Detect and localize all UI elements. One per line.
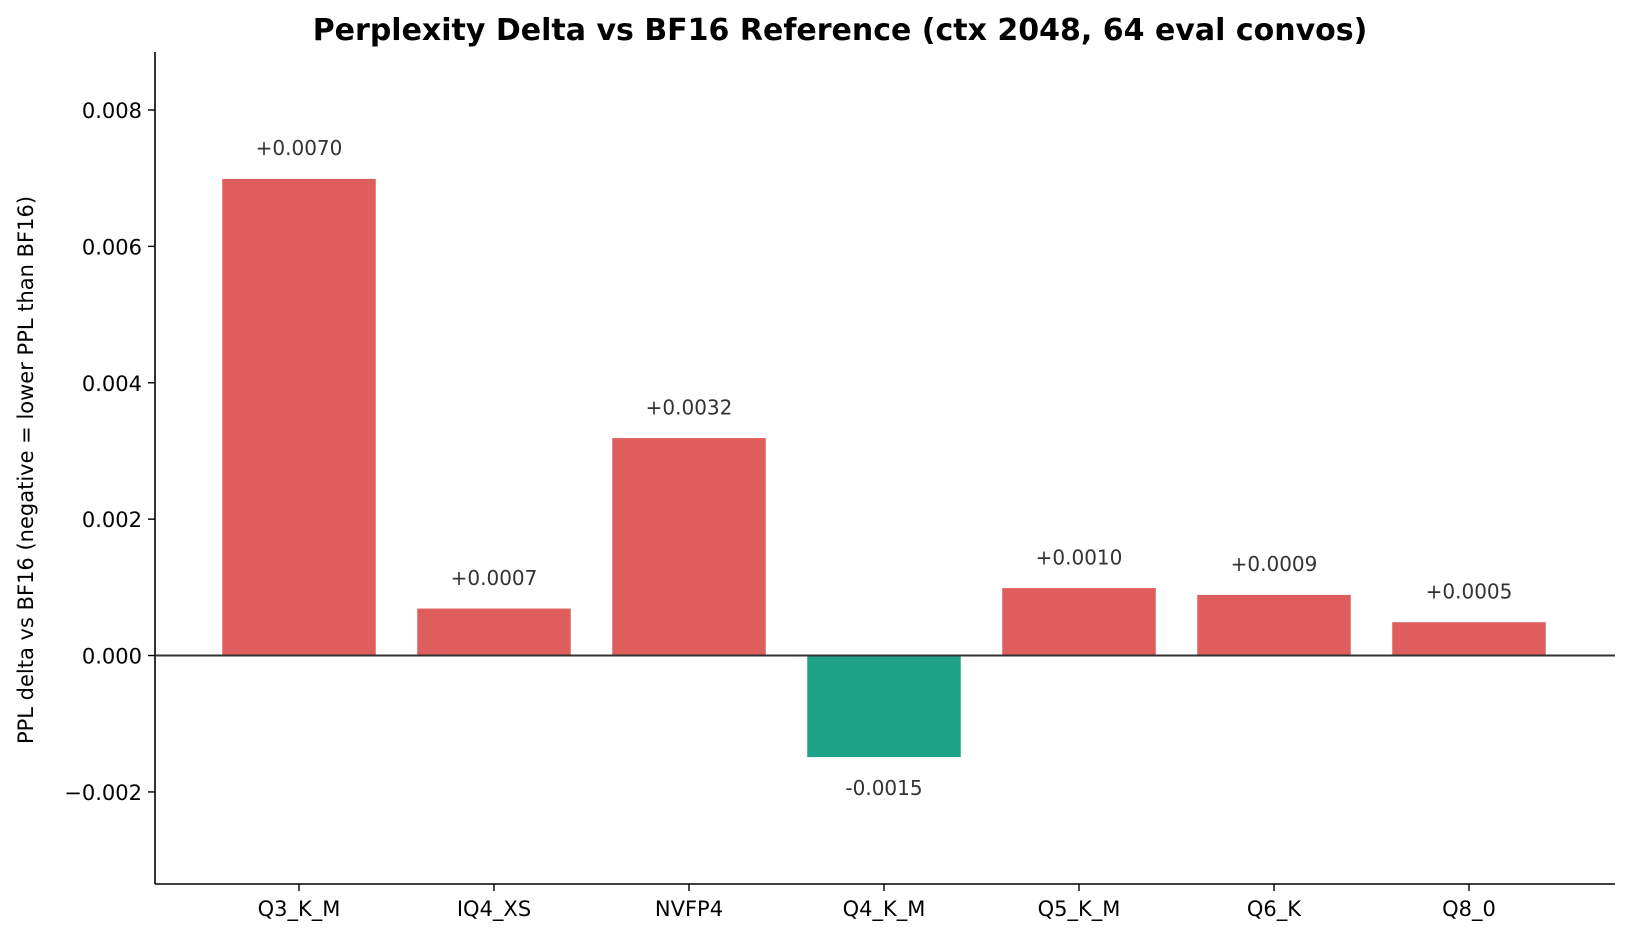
bar (1000, 586, 1158, 657)
x-tick-label: Q5_K_M (1038, 897, 1121, 922)
bar (1195, 593, 1353, 657)
x-tick-label: Q4_K_M (843, 897, 926, 922)
x-tick-label: NVFP4 (655, 897, 723, 921)
y-tick-label: 0.008 (82, 99, 142, 123)
x-tick-label: Q8_0 (1442, 897, 1496, 922)
bar-value-label: +0.0007 (451, 566, 538, 590)
x-tick-label: IQ4_XS (457, 897, 531, 922)
bar-value-label: +0.0070 (256, 136, 343, 160)
bar-value-label: +0.0005 (1426, 579, 1513, 603)
y-tick-label: 0.006 (82, 235, 142, 259)
y-tick-label: 0.002 (82, 508, 142, 532)
bar (805, 654, 963, 759)
bar (610, 436, 768, 657)
x-tick-label: Q3_K_M (258, 897, 341, 922)
bar-value-label: -0.0015 (845, 776, 922, 800)
bar (220, 177, 378, 657)
bar (415, 607, 573, 657)
chart-title: Perplexity Delta vs BF16 Reference (ctx … (313, 13, 1368, 48)
y-tick-label: −0.002 (64, 781, 142, 805)
y-tick-label: 0.004 (82, 372, 142, 396)
bar (1390, 620, 1548, 657)
x-tick-label: Q6_K (1247, 897, 1302, 922)
bar-value-label: +0.0032 (646, 395, 733, 419)
bar-value-label: +0.0010 (1036, 545, 1123, 569)
y-axis-label: PPL delta vs BF16 (negative = lower PPL … (14, 196, 38, 744)
bar-value-label: +0.0009 (1231, 552, 1318, 576)
plot-area: −0.002 0.000 0.002 0.004 0.006 0.008 +0.0070 Q3… (64, 52, 1615, 922)
y-tick-label: 0.000 (82, 645, 142, 669)
